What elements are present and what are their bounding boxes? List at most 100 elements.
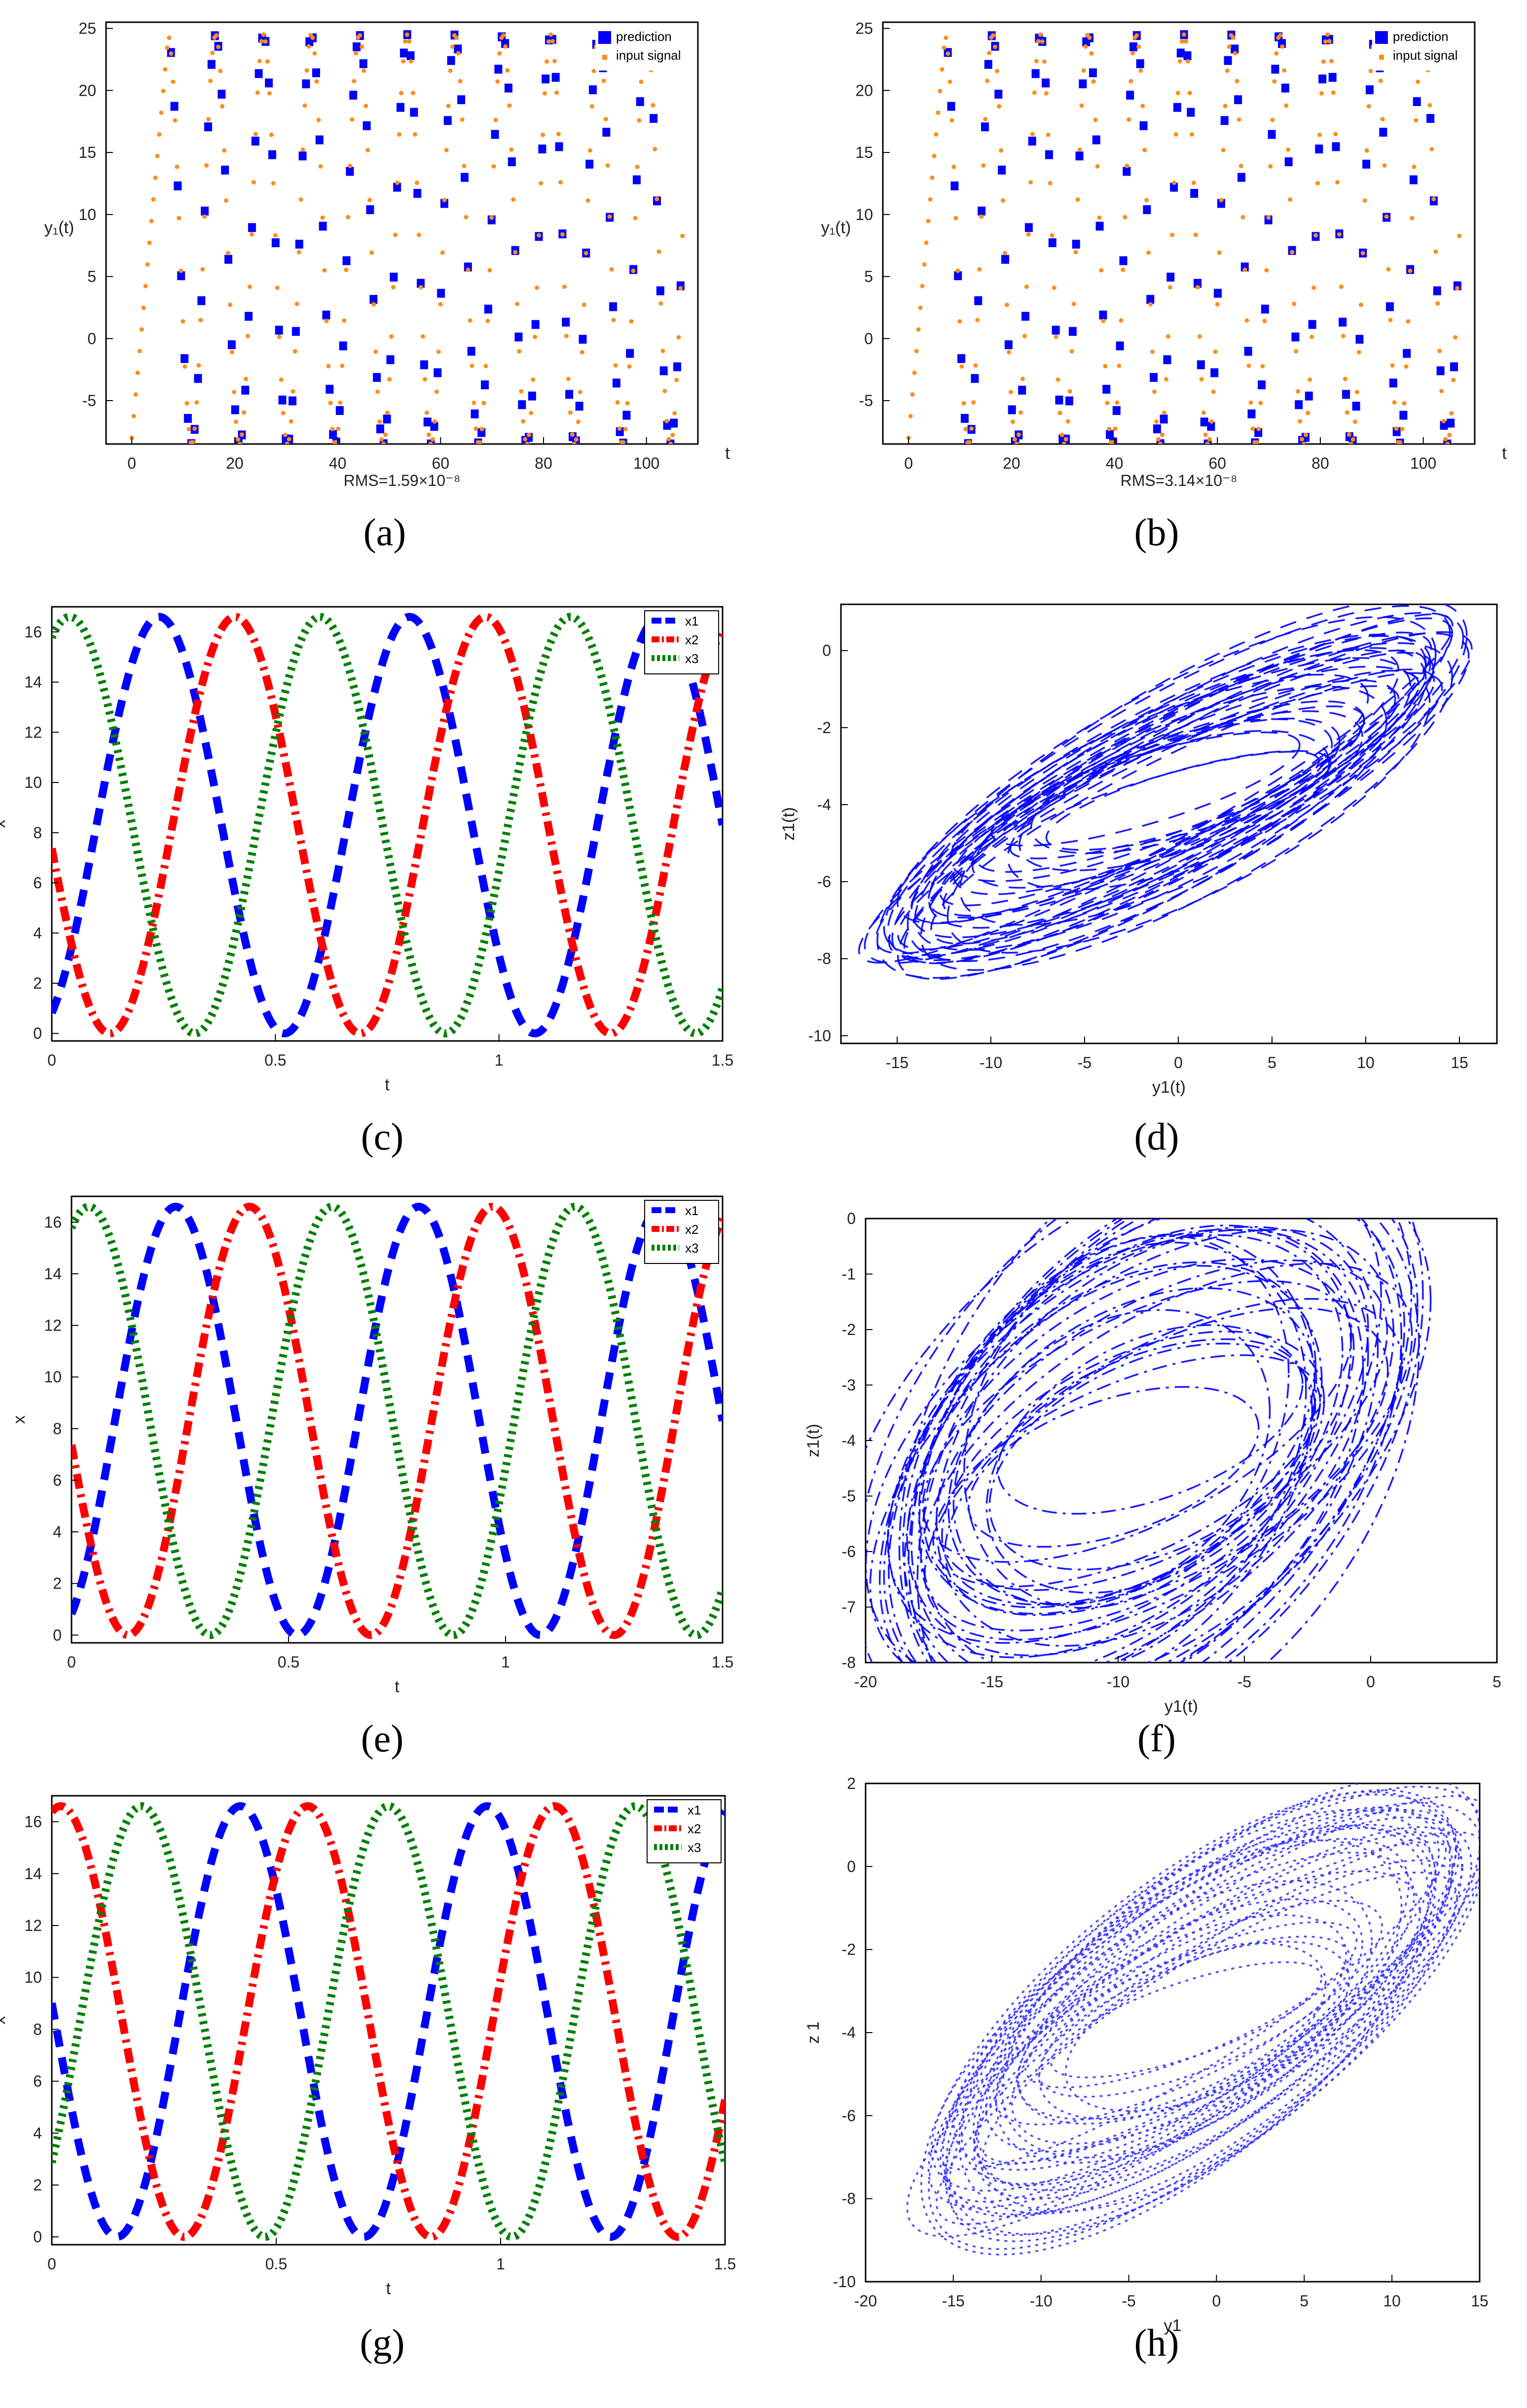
data-point	[222, 148, 227, 153]
data-point	[1032, 90, 1037, 95]
data-point	[204, 163, 209, 168]
data-point	[1240, 215, 1245, 220]
data-point	[1004, 340, 1013, 349]
data-point	[1189, 132, 1194, 137]
trajectory-loop	[1018, 710, 1363, 872]
trajectory-loop	[945, 1785, 1480, 2236]
y-tick-label: 0	[847, 1857, 856, 1875]
data-point	[591, 69, 596, 74]
data-point	[326, 384, 334, 394]
data-point	[1176, 48, 1185, 58]
data-point	[194, 400, 199, 405]
data-point	[550, 39, 555, 44]
data-point	[283, 433, 288, 438]
x-tick-label: 60	[432, 454, 449, 472]
data-point	[1116, 341, 1124, 351]
data-point	[967, 440, 972, 444]
data-point	[1221, 148, 1226, 152]
x-tick-label: 10	[1357, 1054, 1375, 1072]
data-point	[621, 440, 626, 444]
data-point	[1286, 147, 1291, 152]
x-tick-label: 0	[47, 2255, 56, 2273]
data-point	[546, 39, 551, 44]
data-point	[670, 418, 678, 428]
y-tick-label: 12	[24, 723, 42, 741]
x-tick-label: 0.5	[264, 1051, 286, 1069]
data-point	[254, 69, 263, 78]
data-point	[253, 132, 258, 137]
x-tick-label: -10	[1030, 2292, 1053, 2310]
x-tick-label: 100	[1410, 454, 1436, 472]
data-point	[153, 175, 158, 180]
data-point	[1400, 427, 1405, 432]
data-point	[1300, 437, 1305, 442]
trajectory-loop	[947, 1287, 1317, 1605]
data-point	[662, 389, 667, 394]
data-point	[564, 333, 569, 338]
legend-swatch	[602, 55, 607, 60]
data-point	[1018, 410, 1023, 415]
data-point	[434, 368, 442, 377]
data-point	[1291, 333, 1300, 342]
data-point	[539, 181, 544, 185]
chart-b: 0 20 40 60 80 100 -5 0 5 10 15 20 25 t y₁(t) RMS=3.14×1…	[821, 20, 1507, 554]
data-point	[612, 378, 620, 388]
x-tick-label: 5	[1300, 2292, 1309, 2310]
data-point	[1258, 401, 1263, 406]
data-point	[1278, 33, 1283, 38]
data-point	[245, 312, 253, 321]
data-point	[950, 181, 959, 190]
y-tick-label: -5	[82, 392, 96, 409]
data-point	[400, 48, 408, 58]
chart-a: 0 20 40 60 80 100 -5 0 5 10 15 20 25 t y₁(t) RMS=1.59×1…	[44, 20, 730, 554]
data-point	[350, 117, 355, 122]
y-tick-label: -6	[842, 2107, 856, 2124]
data-point	[1195, 285, 1200, 290]
y-tick-label: -2	[842, 1321, 856, 1338]
data-point	[437, 289, 445, 298]
x-tick-label: 5	[1492, 1673, 1501, 1691]
data-point	[1398, 440, 1403, 444]
data-point	[1146, 295, 1155, 304]
data-point	[1219, 197, 1224, 202]
data-point	[292, 349, 297, 354]
y-tick-label: -4	[817, 796, 831, 814]
data-point	[1036, 39, 1041, 44]
data-point	[1302, 442, 1307, 444]
data-point	[489, 215, 494, 220]
data-point	[527, 433, 532, 438]
data-point	[1264, 268, 1269, 273]
data-point	[1183, 39, 1188, 44]
plot-frame	[840, 603, 1498, 1044]
data-point	[570, 432, 575, 437]
data-point	[1284, 103, 1289, 108]
x-tick-label: 0	[47, 1051, 56, 1069]
data-point	[300, 147, 305, 152]
data-point	[251, 136, 259, 146]
legend-label: x2	[688, 1821, 701, 1836]
data-point	[611, 318, 616, 323]
data-point	[1449, 411, 1454, 416]
y-tick-label: 0	[822, 642, 831, 660]
data-point	[1384, 214, 1389, 219]
data-point	[1284, 157, 1293, 166]
trajectory-loop	[891, 612, 1464, 964]
data-point	[924, 240, 929, 245]
data-point	[265, 78, 273, 88]
y-tick-label: 5	[864, 268, 873, 286]
data-point	[1427, 103, 1432, 108]
data-point	[1399, 410, 1408, 420]
data-point	[1052, 285, 1056, 290]
data-point	[1305, 391, 1313, 401]
data-point	[995, 69, 1000, 74]
data-point	[450, 44, 455, 49]
data-point	[1378, 78, 1383, 83]
data-point	[1234, 95, 1242, 105]
data-point	[1181, 32, 1186, 37]
data-point	[1435, 301, 1440, 306]
data-point	[1089, 51, 1094, 56]
trajectory-loop	[1050, 1961, 1323, 2078]
data-point	[1138, 68, 1143, 73]
data-point	[1413, 97, 1421, 106]
data-point	[1272, 79, 1277, 84]
